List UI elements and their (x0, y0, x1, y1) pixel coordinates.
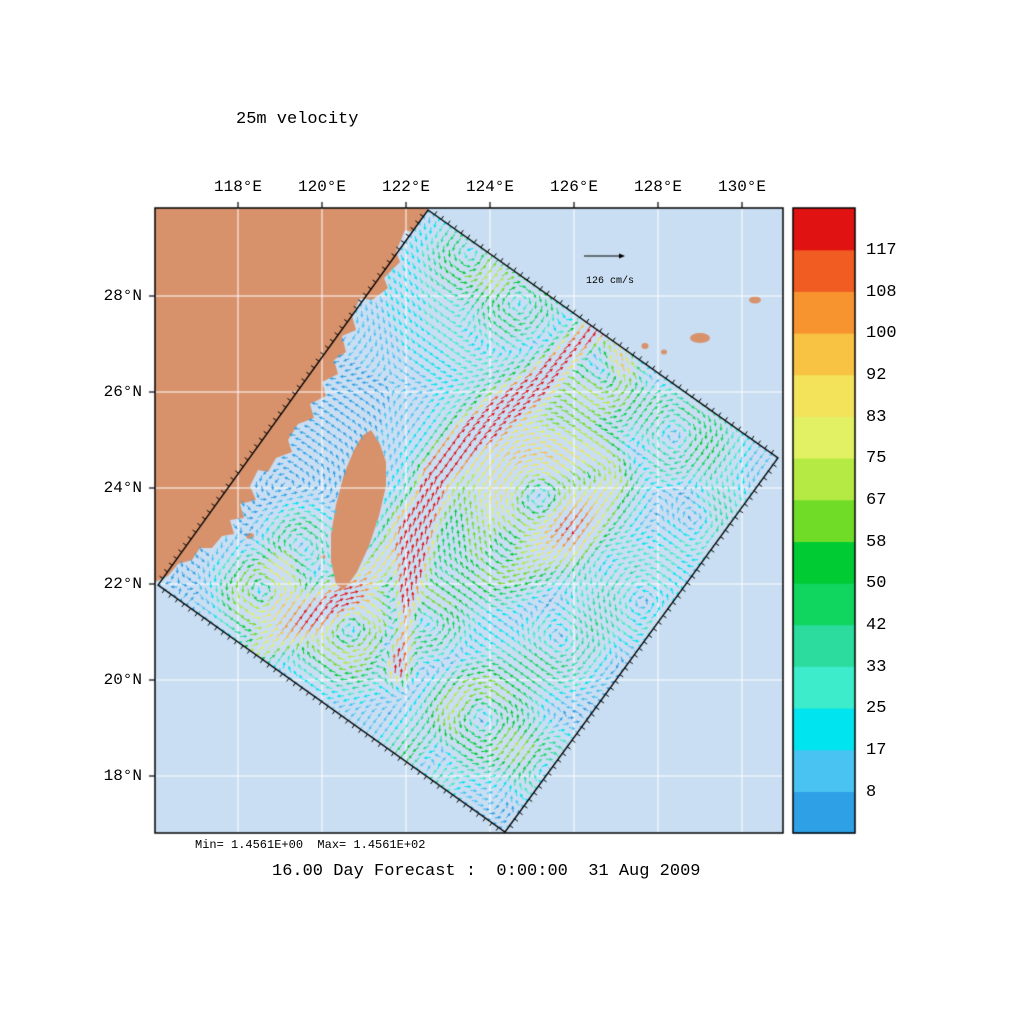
lat-tick-label: 28°N (103, 287, 142, 305)
colorbar-label: 100 (866, 324, 897, 343)
lat-tick-label: 22°N (103, 575, 142, 593)
colorbar-label: 117 (866, 241, 897, 260)
colorbar-label: 83 (866, 408, 887, 427)
colorbar-label: 67 (866, 491, 887, 510)
lon-tick-label: 128°E (633, 178, 683, 196)
lat-tick-label: 26°N (103, 383, 142, 401)
colorbar-label: 25 (866, 699, 887, 718)
lon-tick-label: 130°E (717, 178, 767, 196)
colorbar-label: 75 (866, 449, 887, 468)
lat-tick-label: 24°N (103, 479, 142, 497)
colorbar-label: 50 (866, 574, 887, 593)
colorbar-label: 92 (866, 366, 887, 385)
lat-tick-label: 20°N (103, 671, 142, 689)
colorbar-label: 8 (866, 783, 877, 802)
lon-tick-label: 120°E (297, 178, 347, 196)
lat-tick-label: 18°N (103, 767, 142, 785)
colorbar-label: 58 (866, 533, 887, 552)
colorbar-label: 33 (866, 658, 887, 677)
lon-tick-label: 118°E (213, 178, 263, 196)
colorbar-label: 42 (866, 616, 887, 635)
forecast-caption: 16.00 Day Forecast : 0:00:00 31 Aug 2009 (272, 862, 701, 881)
minmax-stats: Min= 1.4561E+00 Max= 1.4561E+02 (195, 838, 426, 852)
lon-tick-label: 124°E (465, 178, 515, 196)
colorbar-label: 108 (866, 283, 897, 302)
lon-tick-label: 122°E (381, 178, 431, 196)
reference-vector-label: 126 cm/s (586, 276, 635, 287)
lon-tick-label: 126°E (549, 178, 599, 196)
colorbar-label: 17 (866, 741, 887, 760)
plot-title: 25m velocity (236, 110, 359, 129)
